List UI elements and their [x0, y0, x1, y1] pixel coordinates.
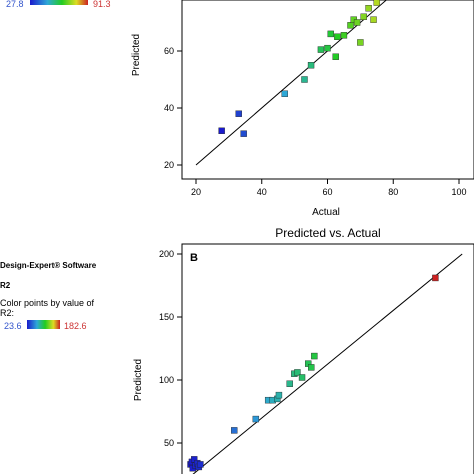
color-scale-bar-bottom	[27, 320, 60, 329]
bottom-data-point	[308, 364, 315, 371]
top-y-axis-label: Predicted	[131, 34, 142, 76]
color-caption-line1: Color points by value of	[0, 298, 95, 308]
color-caption-line2: R2:	[0, 308, 14, 318]
bottom-data-point	[311, 352, 318, 360]
top-y-axis: 20 40 60	[164, 46, 182, 170]
legend-min-label-bottom: 23.6	[4, 321, 22, 331]
bottom-data-point	[298, 374, 306, 381]
top-y-tick-label: 60	[164, 46, 174, 56]
top-data-point	[307, 62, 315, 69]
top-data-point	[373, 0, 381, 6]
bottom-data-point	[197, 461, 204, 468]
top-x-tick-label: 40	[257, 187, 267, 197]
bottom-y-tick-label: 200	[159, 249, 174, 259]
bottom-y-tick-label: 150	[159, 312, 174, 322]
top-plot-frame	[181, 0, 474, 180]
top-data-point	[240, 130, 247, 137]
top-data-point	[360, 13, 367, 21]
top-plot: 20 40 60 20 40 60 80 100	[164, 0, 474, 197]
top-x-axis: 20 40 60 80 100	[191, 179, 467, 197]
top-data-point	[324, 44, 331, 52]
top-data-point	[218, 127, 225, 135]
top-data-point	[340, 32, 348, 39]
bottom-data-point	[252, 415, 260, 423]
top-data-point	[332, 53, 339, 60]
bottom-y-tick-label: 100	[159, 375, 174, 385]
bottom-data-points	[187, 274, 439, 472]
color-scale-bar-top	[30, 0, 88, 5]
bottom-chart-title: Predicted vs. Actual	[275, 226, 380, 240]
top-y-tick-label: 20	[164, 160, 174, 170]
bottom-data-point	[231, 427, 238, 434]
top-data-point	[317, 46, 325, 53]
bottom-data-point	[294, 369, 301, 376]
top-x-axis-label: Actual	[312, 207, 340, 218]
top-data-point	[235, 110, 242, 117]
bottom-y-axis-label: Predicted	[133, 359, 144, 401]
bottom-data-point	[432, 274, 439, 282]
top-data-point	[334, 33, 341, 40]
bottom-y-tick-label: 50	[164, 438, 174, 448]
top-data-points	[218, 0, 384, 137]
top-data-point	[301, 76, 308, 83]
legend-max-label-top: 91.3	[93, 0, 111, 9]
response-label: R2	[0, 281, 11, 290]
top-data-point	[365, 5, 372, 12]
legend-min-label-top: 27.8	[6, 0, 24, 9]
top-x-tick-label: 100	[451, 187, 466, 197]
top-x-tick-label: 60	[322, 187, 332, 197]
top-y-tick-label: 40	[164, 103, 174, 113]
top-x-tick-label: 20	[191, 187, 201, 197]
legend-max-label-bottom: 182.6	[64, 321, 87, 331]
top-data-point	[347, 22, 354, 29]
software-label: Design-Expert® Software	[0, 261, 97, 270]
bottom-y-axis: 50 100 150 200	[159, 249, 182, 448]
bottom-data-point	[275, 391, 283, 399]
bottom-data-point	[286, 380, 293, 387]
bottom-plot: 50 100 150 200	[159, 243, 474, 474]
top-data-point	[370, 16, 377, 23]
top-fit-line	[195, 0, 388, 166]
panel-letter: B	[190, 252, 198, 264]
top-data-point	[353, 19, 361, 26]
top-data-point	[357, 39, 364, 46]
top-data-point	[327, 30, 334, 38]
bottom-fit-line	[192, 253, 463, 474]
bottom-plot-frame	[181, 243, 474, 474]
top-data-point	[281, 90, 288, 97]
top-x-tick-label: 80	[388, 187, 398, 197]
